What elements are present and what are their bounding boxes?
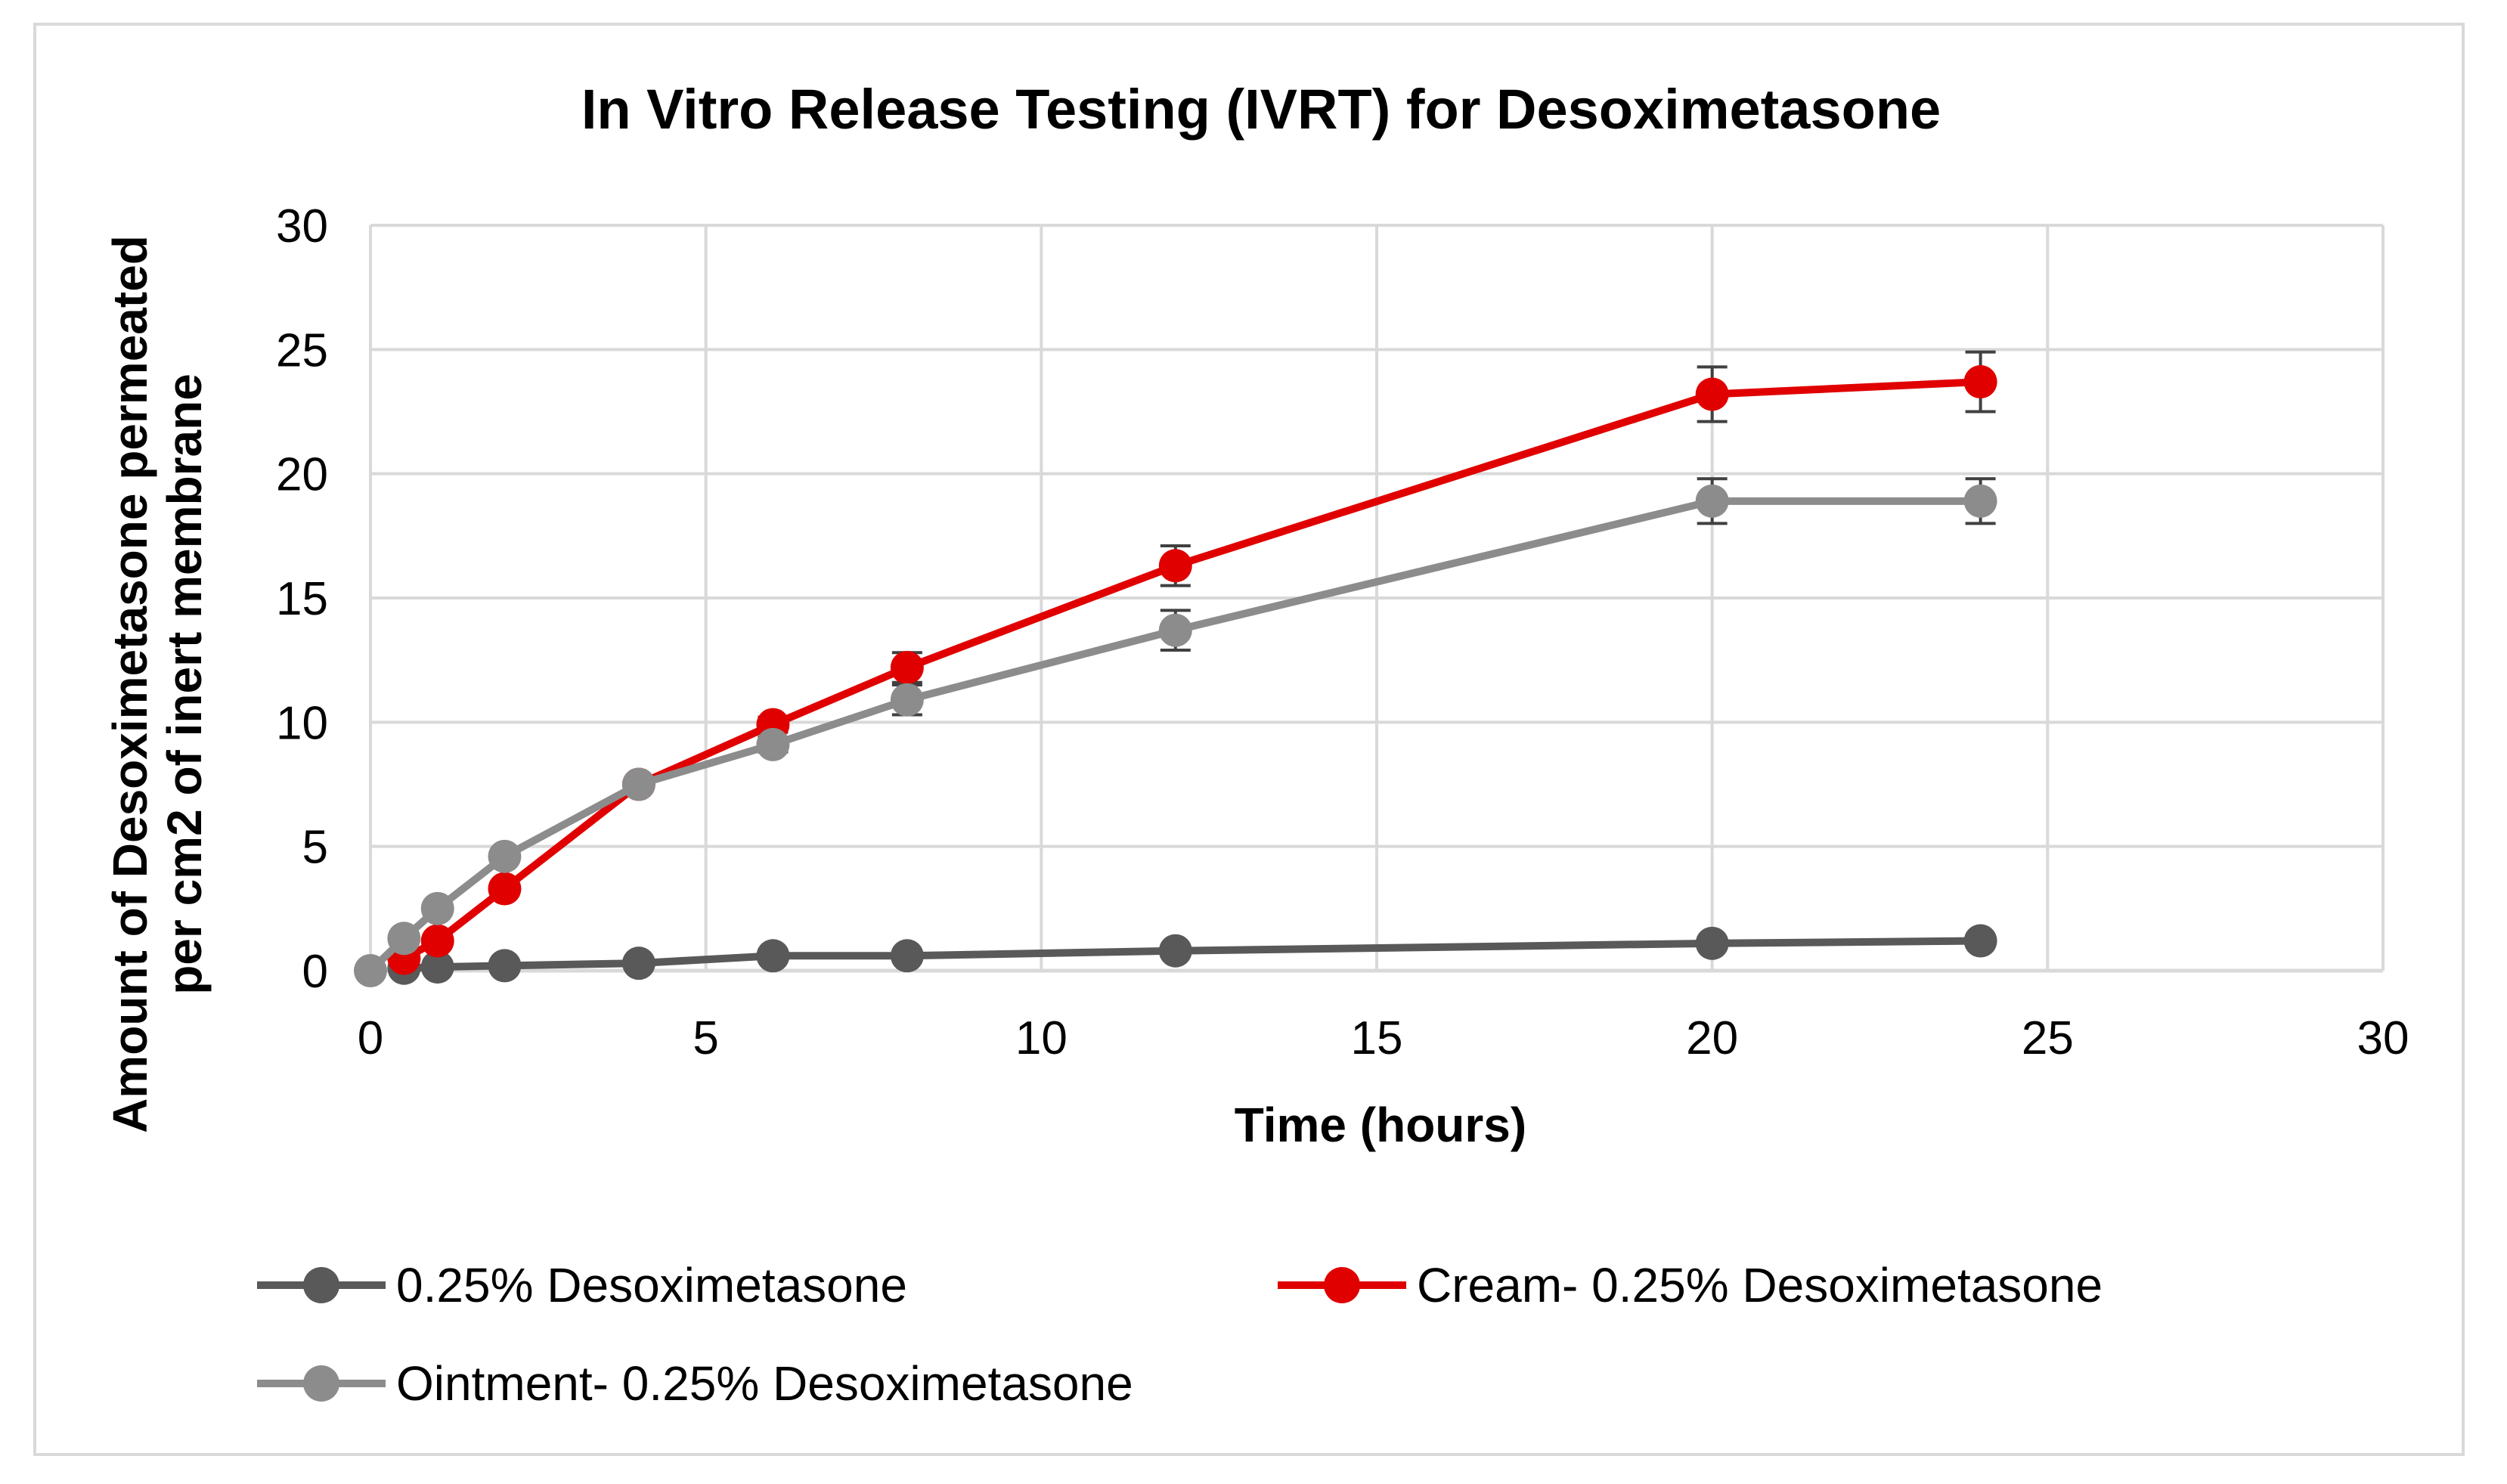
data-point[interactable] <box>1158 934 1192 968</box>
data-point[interactable] <box>890 651 924 685</box>
y-tick-label: 25 <box>276 324 328 376</box>
data-point[interactable] <box>890 683 924 717</box>
legend-marker-dot-0 <box>303 1267 339 1303</box>
data-point[interactable] <box>420 924 454 958</box>
legend-label-1: Cream- 0.25% Desoximetasone <box>1417 1258 2103 1312</box>
y-axis-title: Amount of Desoximetasone permeated per c… <box>103 235 212 1133</box>
data-point[interactable] <box>1963 924 1997 958</box>
y-tick-label: 15 <box>276 573 328 625</box>
y-axis-title-line-1: Amount of Desoximetasone permeated <box>103 235 157 1133</box>
data-point[interactable] <box>1158 549 1192 583</box>
series-0 <box>387 924 1997 985</box>
y-tick-labels: 0 5 10 15 20 25 30 <box>276 200 328 998</box>
legend: 0.25% Desoximetasone Cream- 0.25% Desoxi… <box>257 1258 2103 1411</box>
x-tick-label: 30 <box>2357 1012 2409 1064</box>
y-tick-label: 10 <box>276 697 328 749</box>
x-tick-labels: 0 5 10 15 20 25 30 <box>358 1012 2409 1064</box>
data-point[interactable] <box>1695 926 1729 960</box>
legend-item-2[interactable]: Ointment- 0.25% Desoximetasone <box>257 1356 1133 1411</box>
data-point[interactable] <box>488 872 522 906</box>
x-tick-label: 10 <box>1015 1012 1068 1064</box>
data-point[interactable] <box>420 950 454 984</box>
data-point[interactable] <box>1963 484 1997 518</box>
legend-label-0: 0.25% Desoximetasone <box>396 1258 907 1312</box>
series-2 <box>354 477 1997 987</box>
data-point[interactable] <box>1695 484 1729 518</box>
data-point[interactable] <box>488 839 522 873</box>
x-tick-label: 15 <box>1351 1012 1403 1064</box>
y-tick-label: 30 <box>276 200 328 252</box>
chart-title: In Vitro Release Testing (IVRT) for Deso… <box>581 78 1941 141</box>
x-tick-label: 0 <box>358 1012 383 1064</box>
legend-marker-dot-2 <box>303 1365 339 1402</box>
data-point[interactable] <box>756 939 790 973</box>
series-line-1 <box>400 378 1985 962</box>
data-point[interactable] <box>756 727 790 761</box>
data-point[interactable] <box>1963 365 1997 399</box>
data-point[interactable] <box>890 939 924 973</box>
legend-marker-dot-1 <box>1324 1267 1360 1303</box>
legend-label-2: Ointment- 0.25% Desoximetasone <box>396 1356 1133 1411</box>
legend-item-0[interactable]: 0.25% Desoximetasone <box>257 1258 907 1312</box>
data-point[interactable] <box>387 922 421 956</box>
legend-item-1[interactable]: Cream- 0.25% Desoximetasone <box>1278 1258 2103 1312</box>
data-point[interactable] <box>621 946 655 981</box>
data-point[interactable] <box>420 891 454 925</box>
y-axis-title-line-2: per cm2 of inert membrane <box>157 373 212 995</box>
x-tick-label: 5 <box>693 1012 718 1064</box>
series-line-2 <box>367 497 1985 974</box>
data-point[interactable] <box>1158 613 1192 647</box>
y-tick-label: 5 <box>302 822 328 874</box>
series-layer <box>354 350 1997 987</box>
y-tick-label: 20 <box>276 449 328 501</box>
data-point[interactable] <box>488 949 522 983</box>
x-tick-label: 20 <box>1686 1012 1738 1064</box>
data-point[interactable] <box>354 954 387 987</box>
data-point[interactable] <box>1695 377 1729 411</box>
series-1 <box>387 350 1997 975</box>
x-axis-title: Time (hours) <box>1235 1098 1526 1152</box>
x-tick-label: 25 <box>2022 1012 2074 1064</box>
chart-frame <box>33 23 2465 1456</box>
grid-layer <box>369 224 2385 971</box>
y-tick-label: 0 <box>302 946 328 998</box>
data-point[interactable] <box>621 767 655 801</box>
